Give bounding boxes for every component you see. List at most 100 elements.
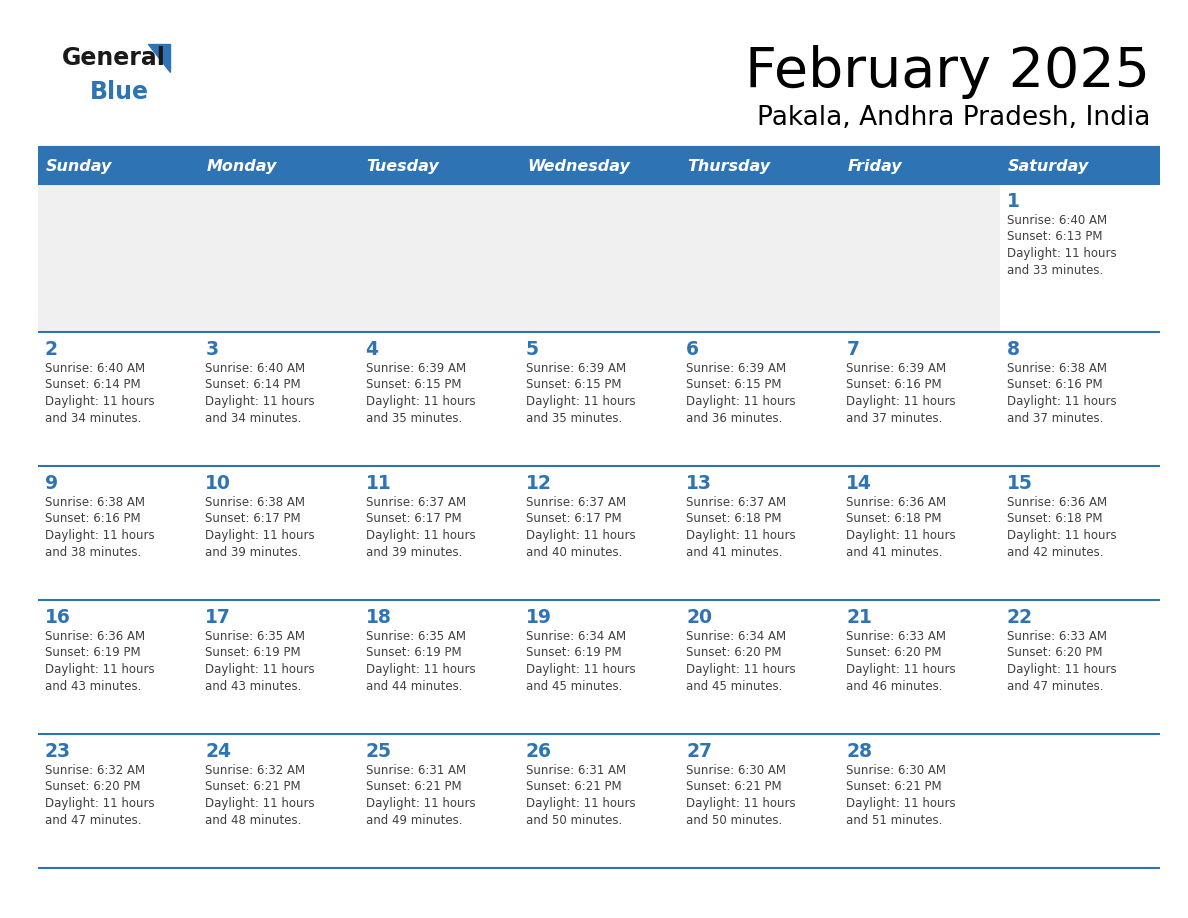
Text: Wednesday: Wednesday [526, 159, 630, 174]
Text: 7: 7 [846, 340, 859, 359]
Bar [840, 466, 1000, 600]
Text: Daylight: 11 hours: Daylight: 11 hours [1006, 247, 1117, 260]
Bar [840, 148, 1000, 184]
Text: Daylight: 11 hours: Daylight: 11 hours [206, 395, 315, 408]
Text: Sunset: 6:15 PM: Sunset: 6:15 PM [366, 378, 461, 391]
Bar [38, 734, 198, 868]
Text: Daylight: 11 hours: Daylight: 11 hours [846, 529, 956, 542]
Text: Sunrise: 6:39 AM: Sunrise: 6:39 AM [526, 362, 626, 375]
Bar [359, 332, 519, 466]
Text: and 51 minutes.: and 51 minutes. [846, 813, 943, 826]
Text: Daylight: 11 hours: Daylight: 11 hours [846, 395, 956, 408]
Text: Daylight: 11 hours: Daylight: 11 hours [687, 797, 796, 810]
Text: Sunset: 6:19 PM: Sunset: 6:19 PM [45, 646, 140, 659]
Text: Blue: Blue [90, 80, 148, 104]
Text: Daylight: 11 hours: Daylight: 11 hours [45, 663, 154, 676]
Text: Sunset: 6:17 PM: Sunset: 6:17 PM [366, 512, 461, 525]
Text: 14: 14 [846, 474, 872, 493]
Text: Sunset: 6:21 PM: Sunset: 6:21 PM [366, 780, 461, 793]
Text: and 35 minutes.: and 35 minutes. [526, 411, 623, 424]
Text: Daylight: 11 hours: Daylight: 11 hours [366, 395, 475, 408]
Text: and 47 minutes.: and 47 minutes. [45, 813, 141, 826]
Text: 12: 12 [526, 474, 551, 493]
Text: 22: 22 [1006, 608, 1032, 627]
Bar [519, 184, 680, 332]
Text: and 36 minutes.: and 36 minutes. [687, 411, 783, 424]
Text: and 41 minutes.: and 41 minutes. [687, 545, 783, 558]
Text: Sunrise: 6:30 AM: Sunrise: 6:30 AM [846, 764, 947, 777]
Text: and 41 minutes.: and 41 minutes. [846, 545, 943, 558]
Text: and 39 minutes.: and 39 minutes. [206, 545, 302, 558]
Bar [38, 466, 198, 600]
Text: 25: 25 [366, 742, 392, 761]
Text: Sunrise: 6:39 AM: Sunrise: 6:39 AM [366, 362, 466, 375]
Text: Sunset: 6:19 PM: Sunset: 6:19 PM [366, 646, 461, 659]
Text: Daylight: 11 hours: Daylight: 11 hours [526, 395, 636, 408]
Text: Daylight: 11 hours: Daylight: 11 hours [366, 797, 475, 810]
Bar [359, 734, 519, 868]
Text: and 35 minutes.: and 35 minutes. [366, 411, 462, 424]
Bar [519, 466, 680, 600]
Text: Sunset: 6:15 PM: Sunset: 6:15 PM [687, 378, 782, 391]
Text: 21: 21 [846, 608, 872, 627]
Bar [38, 600, 198, 734]
Bar [840, 184, 1000, 332]
Text: 24: 24 [206, 742, 232, 761]
Bar [680, 734, 840, 868]
Text: Sunrise: 6:38 AM: Sunrise: 6:38 AM [1006, 362, 1107, 375]
Bar [840, 734, 1000, 868]
Text: Sunrise: 6:40 AM: Sunrise: 6:40 AM [206, 362, 305, 375]
Text: 16: 16 [45, 608, 71, 627]
Text: Daylight: 11 hours: Daylight: 11 hours [45, 529, 154, 542]
Bar [519, 734, 680, 868]
Text: and 37 minutes.: and 37 minutes. [1006, 411, 1104, 424]
Text: Sunset: 6:20 PM: Sunset: 6:20 PM [45, 780, 140, 793]
Polygon shape [148, 44, 170, 72]
Bar [680, 148, 840, 184]
Text: and 45 minutes.: and 45 minutes. [687, 679, 783, 692]
Text: Sunrise: 6:36 AM: Sunrise: 6:36 AM [846, 496, 947, 509]
Text: and 50 minutes.: and 50 minutes. [687, 813, 783, 826]
Text: Sunrise: 6:39 AM: Sunrise: 6:39 AM [687, 362, 786, 375]
Text: 15: 15 [1006, 474, 1032, 493]
Text: 19: 19 [526, 608, 552, 627]
Text: 9: 9 [45, 474, 58, 493]
Text: Sunrise: 6:40 AM: Sunrise: 6:40 AM [1006, 214, 1107, 227]
Bar [198, 734, 359, 868]
Text: 13: 13 [687, 474, 712, 493]
Text: Sunrise: 6:40 AM: Sunrise: 6:40 AM [45, 362, 145, 375]
Bar [519, 600, 680, 734]
Bar [359, 600, 519, 734]
Text: Daylight: 11 hours: Daylight: 11 hours [526, 797, 636, 810]
Text: February 2025: February 2025 [745, 45, 1150, 99]
Text: and 34 minutes.: and 34 minutes. [45, 411, 141, 424]
Text: Sunset: 6:21 PM: Sunset: 6:21 PM [526, 780, 621, 793]
Text: 27: 27 [687, 742, 712, 761]
Text: 18: 18 [366, 608, 392, 627]
Text: Sunset: 6:18 PM: Sunset: 6:18 PM [687, 512, 782, 525]
Text: Sunrise: 6:32 AM: Sunrise: 6:32 AM [206, 764, 305, 777]
Text: and 37 minutes.: and 37 minutes. [846, 411, 943, 424]
Bar [1000, 734, 1159, 868]
Text: 1: 1 [1006, 192, 1019, 211]
Text: 17: 17 [206, 608, 232, 627]
Text: Sunset: 6:21 PM: Sunset: 6:21 PM [206, 780, 301, 793]
Text: and 44 minutes.: and 44 minutes. [366, 679, 462, 692]
Text: Sunrise: 6:30 AM: Sunrise: 6:30 AM [687, 764, 786, 777]
Text: and 40 minutes.: and 40 minutes. [526, 545, 623, 558]
Text: Sunrise: 6:33 AM: Sunrise: 6:33 AM [846, 630, 947, 643]
Text: Sunset: 6:21 PM: Sunset: 6:21 PM [687, 780, 782, 793]
Text: Sunrise: 6:37 AM: Sunrise: 6:37 AM [366, 496, 466, 509]
Text: 8: 8 [1006, 340, 1019, 359]
Text: and 46 minutes.: and 46 minutes. [846, 679, 943, 692]
Bar [840, 600, 1000, 734]
Text: Sunrise: 6:34 AM: Sunrise: 6:34 AM [526, 630, 626, 643]
Text: Sunset: 6:16 PM: Sunset: 6:16 PM [846, 378, 942, 391]
Text: Daylight: 11 hours: Daylight: 11 hours [366, 663, 475, 676]
Bar [680, 184, 840, 332]
Text: Daylight: 11 hours: Daylight: 11 hours [45, 395, 154, 408]
Text: 23: 23 [45, 742, 71, 761]
Text: Sunset: 6:18 PM: Sunset: 6:18 PM [1006, 512, 1102, 525]
Text: Sunday: Sunday [46, 159, 113, 174]
Bar [1000, 148, 1159, 184]
